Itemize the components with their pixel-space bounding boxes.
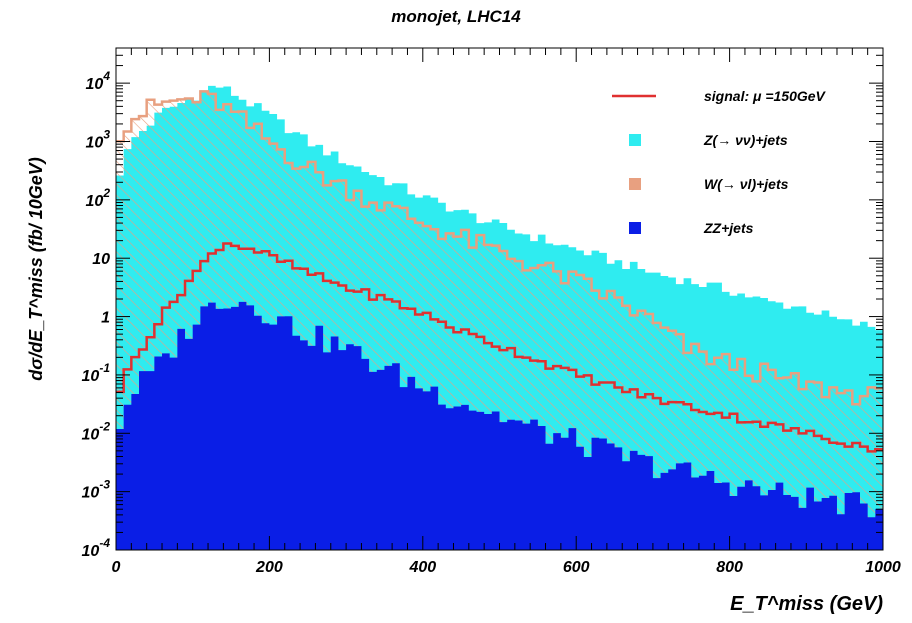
y-tick-label: 104: [86, 69, 111, 93]
y-tick-label: 10: [92, 251, 110, 268]
axes: 0 200 400 600 800 100010410310210110-110-210-…: [82, 47, 901, 576]
axis-labels: E_T^miss (GeV) dσ/dE_T^miss (fb/ 10GeV): [26, 157, 883, 615]
y-tick-label: 10-3: [82, 478, 111, 502]
plot-area: [116, 85, 883, 550]
x-tick-label: 400: [408, 559, 436, 576]
legend: signal: μ =150GeV Z(→ νν)+jets W(→ νl)+jet…: [612, 88, 827, 236]
legend-entry-3: ZZ+jets: [629, 220, 754, 236]
x-tick-label: 1000: [865, 559, 901, 576]
legend-swatch: [629, 178, 641, 190]
y-tick-label: 102: [86, 186, 111, 210]
x-tick-label: 200: [255, 559, 283, 576]
y-tick-label: 1: [101, 310, 110, 327]
x-tick-label: 600: [563, 559, 590, 576]
x-tick-label: 800: [716, 559, 743, 576]
y-tick-label: 10-1: [82, 361, 111, 385]
y-tick-label: 10-2: [82, 419, 111, 443]
y-axis-label: dσ/dE_T^miss (fb/ 10GeV): [26, 157, 46, 381]
legend-entry-1: Z(→ νν)+jets: [629, 132, 788, 148]
series-2: [116, 301, 883, 550]
series-fill-2: [116, 301, 883, 550]
legend-swatch: [629, 134, 641, 146]
legend-label: signal: μ =150GeV: [704, 88, 827, 104]
legend-entry-2: W(→ νl)+jets: [629, 176, 789, 192]
legend-label: Z(→ νν)+jets: [703, 132, 788, 148]
legend-swatch: [629, 222, 641, 234]
legend-label: ZZ+jets: [703, 220, 754, 236]
series-line-3: [116, 242, 883, 453]
y-tick-label: 10-4: [82, 536, 111, 560]
y-tick-label: 103: [86, 127, 111, 151]
x-tick-label: 0: [112, 559, 121, 576]
series-3: [116, 242, 883, 453]
chart-title: monojet, LHC14: [391, 7, 521, 26]
legend-label: W(→ νl)+jets: [704, 176, 789, 192]
legend-entry-0: signal: μ =150GeV: [612, 88, 827, 104]
x-axis-label: E_T^miss (GeV): [730, 593, 883, 615]
series-outline-1: [116, 90, 883, 406]
